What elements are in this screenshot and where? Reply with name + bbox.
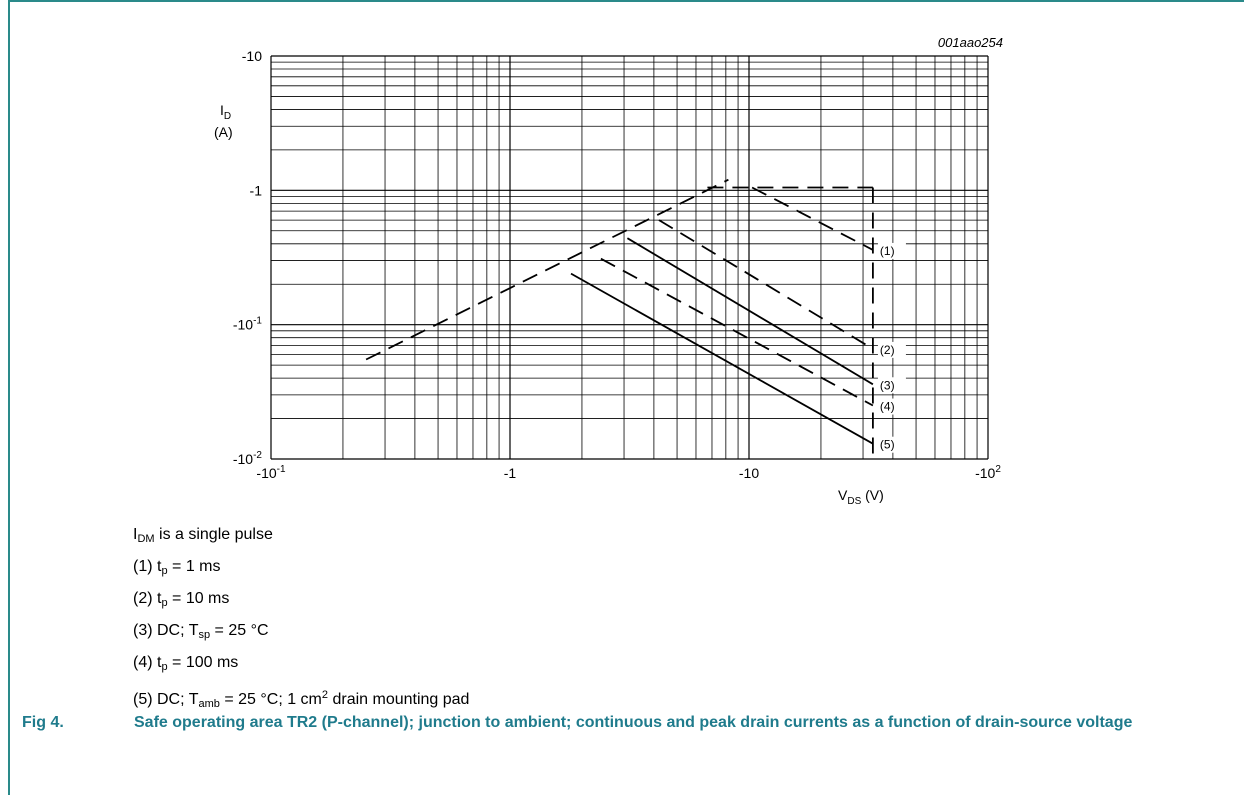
series-label-bg <box>877 377 906 394</box>
curve-4 <box>600 257 874 407</box>
curve-3 <box>626 237 874 386</box>
note-4: (4) tp = 100 ms <box>133 654 239 673</box>
note-2: (2) tp = 10 ms <box>133 590 230 609</box>
note-idm: IDM is a single pulse <box>133 526 273 545</box>
curve-1 <box>751 186 874 251</box>
y-axis-unit: (A) <box>214 124 233 140</box>
series-label-2: (2) <box>880 343 895 357</box>
safe-operating-area-chart: (1)(2)(3)(4)(5)-10-1-10-1-10-2-10-1 -1 -10… <box>214 35 1003 507</box>
x-tick-label: -1 <box>504 465 517 481</box>
y-tick-label: -10-1 <box>233 316 263 333</box>
y-tick-label: -1 <box>250 182 263 198</box>
note-1: (1) tp = 1 ms <box>133 558 221 577</box>
note-5: (5) DC; Tamb = 25 °C; 1 cm2 drain mounti… <box>133 689 470 710</box>
series-label-bg <box>877 398 906 415</box>
series-label-4: (4) <box>880 400 895 414</box>
chart-labels: (1)(2)(3)(4)(5)-10-1-10-1-10-2-10-1 -1 -10… <box>214 48 1001 507</box>
x-tick-label: -10-1 <box>256 464 286 481</box>
y-tick-label: -10-2 <box>233 450 263 467</box>
series-label-3: (3) <box>880 378 895 392</box>
series-label-bg <box>877 242 906 259</box>
figure-number: Fig 4. <box>22 714 64 731</box>
series-label-5: (5) <box>880 438 895 452</box>
chart-curves <box>365 178 874 459</box>
chart-code: 001aao254 <box>938 35 1003 50</box>
series-label-1: (1) <box>880 244 895 258</box>
curve-5 <box>570 272 874 445</box>
rds-on-limit-line <box>365 178 729 361</box>
chart-notes: IDM is a single pulse (1) tp = 1 ms (2) … <box>133 521 469 718</box>
y-tick-label: -10 <box>242 48 262 64</box>
x-axis-label: VDS (V) <box>838 487 884 507</box>
y-axis-label: ID <box>220 102 231 122</box>
chart-grid <box>270 55 989 460</box>
x-tick-label: -102 <box>975 464 1001 481</box>
page-border-top <box>8 0 1244 2</box>
series-label-bg <box>877 436 906 453</box>
page-border-left <box>8 0 10 795</box>
x-tick-label: -10 <box>739 465 759 481</box>
series-label-bg <box>877 341 906 358</box>
curve-2 <box>658 219 874 350</box>
note-3: (3) DC; Tsp = 25 °C <box>133 622 269 641</box>
figure-title: Safe operating area TR2 (P-channel); jun… <box>134 714 1133 731</box>
